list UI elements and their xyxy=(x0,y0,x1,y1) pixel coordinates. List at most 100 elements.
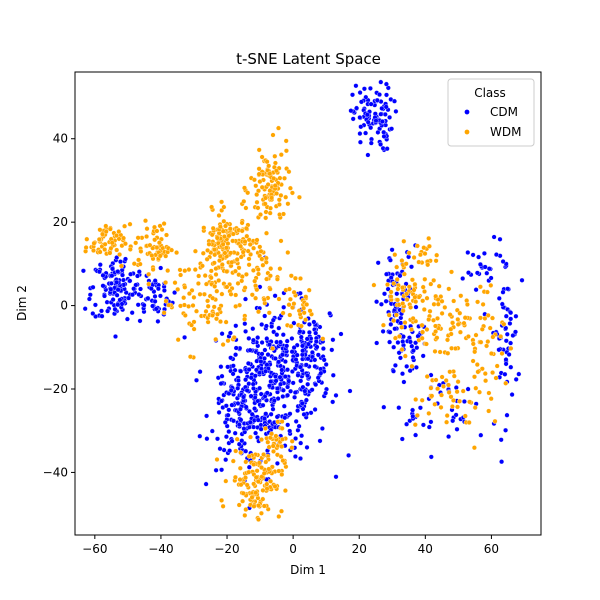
data-point-cdm xyxy=(270,317,276,323)
data-point-cdm xyxy=(112,306,118,312)
data-point-wdm xyxy=(439,374,445,380)
data-point-wdm xyxy=(454,389,460,395)
data-point-cdm xyxy=(320,346,326,352)
data-point-cdm xyxy=(361,86,367,92)
data-point-cdm xyxy=(306,341,311,347)
data-point-wdm xyxy=(428,281,434,287)
data-point-cdm xyxy=(364,112,370,118)
data-point-cdm xyxy=(115,287,121,293)
data-point-wdm xyxy=(388,294,394,300)
data-point-wdm xyxy=(475,369,481,375)
data-point-cdm xyxy=(380,328,386,334)
data-point-wdm xyxy=(210,225,216,231)
data-point-wdm xyxy=(280,310,286,316)
data-point-cdm xyxy=(264,336,270,342)
data-point-cdm xyxy=(350,92,355,98)
data-point-cdm xyxy=(93,314,99,319)
data-point-cdm xyxy=(383,81,389,87)
data-point-cdm xyxy=(504,331,510,337)
data-point-wdm xyxy=(448,394,454,400)
data-point-cdm xyxy=(259,322,265,327)
data-point-wdm xyxy=(175,337,181,343)
data-point-cdm xyxy=(290,380,296,386)
data-point-wdm xyxy=(399,324,405,330)
data-point-wdm xyxy=(146,281,152,287)
x-tick-label: 40 xyxy=(418,542,433,556)
data-point-wdm xyxy=(244,233,250,239)
data-point-wdm xyxy=(301,310,307,316)
data-point-cdm xyxy=(477,261,483,267)
data-point-cdm xyxy=(118,259,123,265)
data-point-wdm xyxy=(412,294,418,300)
data-point-wdm xyxy=(243,271,249,277)
data-point-wdm xyxy=(238,243,244,249)
data-point-wdm xyxy=(263,259,269,265)
data-point-cdm xyxy=(100,272,106,278)
data-point-wdm xyxy=(136,257,142,263)
data-point-cdm xyxy=(227,330,233,336)
data-point-cdm xyxy=(330,337,336,343)
data-point-wdm xyxy=(186,303,192,309)
data-point-cdm xyxy=(357,90,363,96)
data-point-wdm xyxy=(182,312,188,318)
data-point-cdm xyxy=(313,382,319,388)
data-point-cdm xyxy=(274,332,280,338)
data-point-cdm xyxy=(378,79,384,85)
data-point-cdm xyxy=(516,371,522,377)
data-point-wdm xyxy=(278,152,284,158)
data-point-wdm xyxy=(248,251,254,257)
data-point-wdm xyxy=(268,478,274,484)
data-point-cdm xyxy=(182,334,188,340)
data-point-wdm xyxy=(433,329,439,334)
data-point-cdm xyxy=(330,399,336,405)
y-tick-label: −20 xyxy=(43,382,68,396)
data-point-wdm xyxy=(265,439,271,445)
data-point-cdm xyxy=(115,269,121,274)
data-point-cdm xyxy=(481,250,487,256)
data-point-wdm xyxy=(276,296,282,302)
data-point-cdm xyxy=(135,302,141,308)
data-point-cdm xyxy=(105,308,111,314)
data-point-wdm xyxy=(281,211,286,217)
data-point-wdm xyxy=(199,263,205,269)
data-point-wdm xyxy=(278,238,284,244)
data-point-wdm xyxy=(211,260,217,266)
data-point-wdm xyxy=(416,259,422,265)
data-point-wdm xyxy=(434,252,440,258)
data-point-cdm xyxy=(269,324,275,329)
data-point-wdm xyxy=(182,268,188,274)
data-point-cdm xyxy=(231,418,236,424)
data-point-cdm xyxy=(145,295,151,301)
data-point-wdm xyxy=(472,349,478,355)
data-point-wdm xyxy=(208,275,214,281)
data-point-wdm xyxy=(135,235,141,241)
data-point-wdm xyxy=(277,175,283,181)
data-point-cdm xyxy=(152,278,158,284)
data-point-wdm xyxy=(286,302,292,308)
data-point-cdm xyxy=(317,438,323,444)
data-point-wdm xyxy=(238,482,244,488)
data-point-wdm xyxy=(246,256,252,262)
data-point-cdm xyxy=(313,339,319,344)
data-point-wdm xyxy=(455,321,461,327)
data-point-wdm xyxy=(392,252,398,258)
data-point-cdm xyxy=(400,371,405,377)
data-point-cdm xyxy=(292,390,298,395)
data-point-cdm xyxy=(275,396,281,402)
data-point-wdm xyxy=(217,253,223,259)
data-point-cdm xyxy=(114,292,120,298)
data-point-cdm xyxy=(503,427,509,433)
data-point-cdm xyxy=(97,262,103,268)
data-point-wdm xyxy=(272,483,278,489)
data-point-wdm xyxy=(181,295,187,301)
data-point-wdm xyxy=(144,234,150,239)
data-point-cdm xyxy=(306,321,312,327)
data-point-wdm xyxy=(276,514,282,519)
data-point-cdm xyxy=(428,454,434,460)
data-point-wdm xyxy=(271,448,276,454)
data-point-cdm xyxy=(258,426,264,432)
data-point-cdm xyxy=(254,358,260,364)
data-point-wdm xyxy=(448,326,454,332)
data-point-cdm xyxy=(99,308,104,314)
data-point-cdm xyxy=(277,374,283,380)
